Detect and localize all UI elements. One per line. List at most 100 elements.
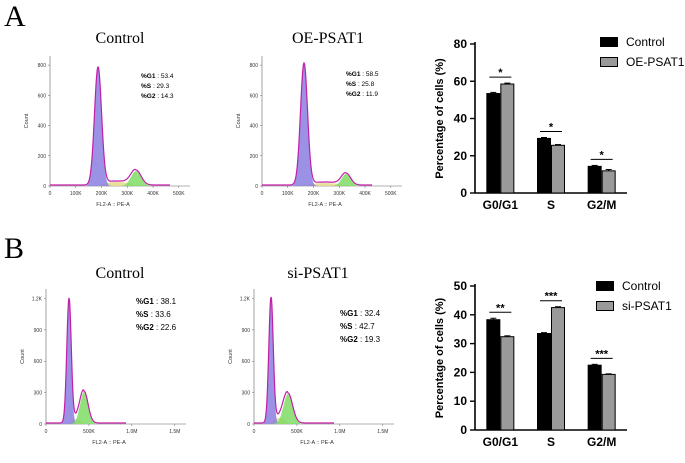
stat-key: %S: [141, 83, 152, 90]
y-tick-label: 400: [250, 124, 259, 130]
bar-chart-a: 0 20 40 60 80 Percentage of cells (%) G0/G1 * S *…: [434, 37, 627, 212]
y-axis-label: Count: [24, 113, 30, 128]
y-tick-label: 10: [454, 394, 468, 408]
fill-g2-phase: [46, 392, 126, 424]
x-tick-label: 1.5M: [169, 429, 180, 435]
fill-s-phase: [50, 182, 170, 186]
y-tick-label: 900: [34, 328, 43, 334]
bar: [486, 319, 501, 431]
bar: [587, 364, 602, 431]
y-tick-label: 0: [460, 423, 467, 437]
stat-g1: %G1 : 32.4: [340, 307, 380, 320]
stat-key: %S: [340, 322, 353, 331]
bar: [551, 144, 565, 194]
stat-value: : 19.3: [360, 335, 381, 344]
legend-item-control: Control: [600, 32, 684, 52]
y-tick-label: 800: [250, 63, 259, 69]
stat-key: %G2: [136, 323, 154, 332]
stat-s: %S : 33.6: [136, 308, 176, 321]
stat-value: : 58.5: [362, 71, 379, 78]
x-tick-label: 0: [261, 191, 264, 197]
legend-item-treat: OE-PSAT1: [600, 52, 684, 72]
stat-s: %S : 42.7: [340, 320, 380, 333]
fill-g2-phase: [254, 394, 334, 424]
legend-label: Control: [626, 35, 665, 49]
y-tick-label: 50: [454, 279, 468, 293]
legend-item-control: Control: [596, 276, 672, 296]
x-tick-label: 100K: [70, 191, 82, 197]
x-tick-label: 200K: [96, 191, 108, 197]
significance-label: ***: [545, 291, 559, 303]
bar: [486, 93, 501, 194]
legend-swatch: [600, 37, 618, 47]
flow-b2-stats: %G1 : 32.4 %S : 42.7 %G2 : 19.3: [340, 307, 380, 346]
flow-a1-title: Control: [95, 30, 145, 47]
y-axis-label: Count: [236, 113, 242, 128]
y-tick-label: 0: [247, 422, 250, 428]
stat-value: : 32.4: [360, 309, 381, 318]
y-tick-label: 600: [34, 359, 43, 365]
stat-value: : 38.1: [156, 297, 177, 306]
significance-label: **: [496, 302, 505, 314]
legend-swatch: [600, 57, 618, 67]
panel-letter-a: A: [4, 0, 26, 33]
stat-value: : 53.4: [157, 73, 174, 80]
y-axis-label: Percentage of cells (%): [434, 297, 446, 418]
stat-g2: %G2 : 11.9: [346, 90, 379, 100]
x-tick-label: S: [547, 435, 555, 449]
stat-g1: %G1 : 38.1: [136, 295, 176, 308]
stat-key: %G1: [340, 309, 358, 318]
stat-g2: %G2 : 19.3: [340, 333, 380, 346]
stat-key: %G2: [346, 91, 361, 98]
stat-value: : 14.3: [157, 93, 174, 100]
y-tick-label: 60: [454, 74, 468, 88]
legend-label: Control: [622, 279, 661, 293]
stat-g2: %G2 : 22.6: [136, 321, 176, 334]
fill-g2-phase: [262, 174, 372, 186]
legend-swatch: [596, 281, 614, 291]
x-tick-label: G2/M: [587, 435, 616, 449]
stat-key: %G1: [346, 71, 361, 78]
y-tick-label: 400: [38, 124, 47, 130]
stat-value: : 25.8: [357, 81, 375, 88]
y-tick-label: 0: [43, 184, 46, 190]
y-tick-label: 20: [454, 149, 468, 163]
x-tick-label: G0/G1: [483, 435, 519, 449]
y-tick-label: 0: [39, 422, 42, 428]
legend-a: Control OE-PSAT1: [600, 32, 684, 72]
y-tick-label: 80: [454, 37, 468, 51]
bar: [537, 333, 551, 431]
x-tick-label: 300K: [121, 191, 133, 197]
y-tick-label: 40: [454, 308, 468, 322]
significance-label: *: [549, 121, 554, 133]
x-tick-label: 500K: [291, 429, 303, 435]
legend-label: si-PSAT1: [622, 299, 672, 313]
y-tick-label: 200: [250, 154, 259, 160]
flow-a1-stats: %G1 : 53.4 %S : 29.3 %G2 : 14.3: [141, 72, 174, 102]
y-tick-label: 300: [34, 391, 43, 397]
stat-s: %S : 25.8: [346, 80, 379, 90]
legend-swatch: [596, 301, 614, 311]
bar-chart-b: 0 10 20 30 40 50 Percentage of cells (%) G0/G1 *…: [434, 279, 627, 449]
x-axis-label: FL2-A :: PE-A: [92, 440, 126, 446]
histogram-curve: [50, 65, 170, 186]
stat-value: : 11.9: [362, 91, 379, 98]
x-tick-label: 500K: [385, 191, 397, 197]
stat-key: %S: [136, 310, 149, 319]
x-tick-label: 200K: [308, 191, 320, 197]
bar: [601, 170, 616, 194]
bar: [500, 336, 515, 431]
legend-item-treat: si-PSAT1: [596, 296, 672, 316]
y-tick-label: 200: [38, 154, 47, 160]
stat-value: : 29.3: [152, 83, 170, 90]
x-tick-label: 1.0M: [334, 429, 345, 435]
flow-a2-title: OE-PSAT1: [291, 30, 364, 47]
significance-label: *: [498, 67, 503, 79]
stat-key: %G1: [136, 297, 154, 306]
stat-key: %G1: [141, 73, 156, 80]
y-axis-label: Count: [228, 349, 234, 364]
flow-b1-title: Control: [95, 265, 145, 282]
x-tick-label: G2/M: [587, 198, 616, 212]
